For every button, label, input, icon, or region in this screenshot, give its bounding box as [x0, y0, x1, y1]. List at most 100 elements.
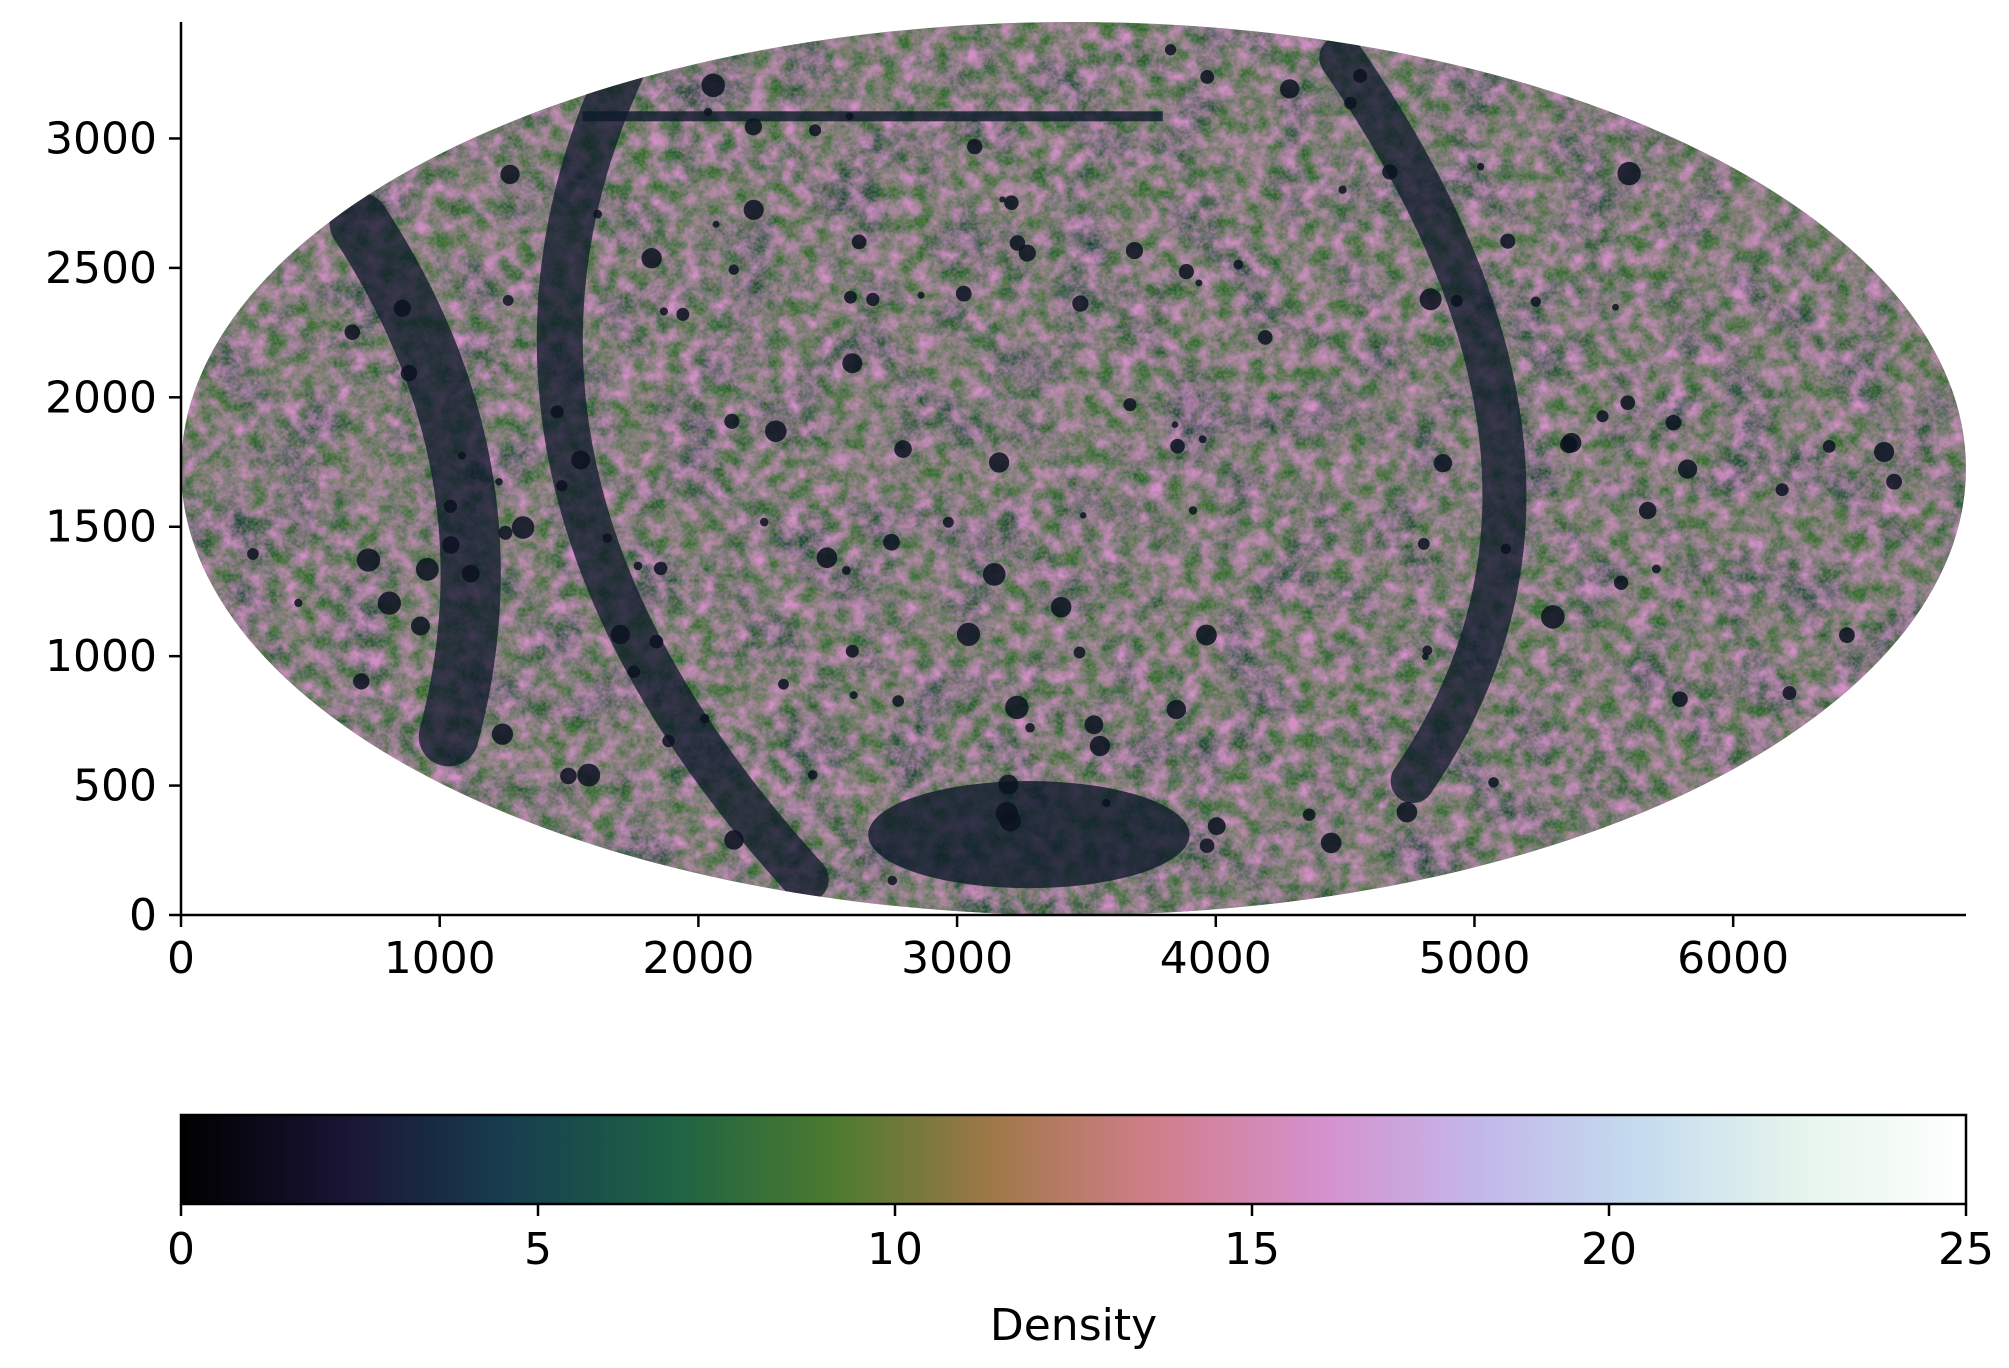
crater-dot — [894, 440, 912, 458]
crater-dot — [1084, 715, 1104, 735]
crater-dot — [809, 124, 822, 137]
colorbar-label: Density — [990, 1300, 1157, 1351]
colorbar: 0 5 10 15 20 25 Density — [167, 1113, 1994, 1351]
crater-dot — [845, 644, 859, 658]
crater-dot — [1596, 410, 1609, 423]
crater-dot — [1198, 435, 1207, 444]
y-tick-label: 500 — [73, 761, 157, 812]
crater-dot — [1233, 259, 1244, 270]
crater-dot — [1004, 195, 1019, 210]
crater-dot — [610, 624, 631, 645]
crater-dot — [701, 73, 725, 98]
crater-dot — [917, 291, 925, 299]
crater-dot — [1433, 454, 1453, 473]
crater-dot — [999, 196, 1006, 203]
dark-band-top — [582, 111, 1163, 122]
crater-dot — [560, 767, 577, 785]
crater-dot — [724, 830, 744, 850]
crater-dot — [247, 548, 259, 560]
y-tick-label: 3000 — [45, 113, 157, 164]
crater-dot — [1025, 723, 1035, 733]
crater-dot — [998, 774, 1019, 795]
crater-dot — [1170, 438, 1185, 454]
crater-dot — [988, 452, 1010, 473]
crater-dot — [759, 517, 769, 527]
crater-dot — [1422, 653, 1429, 661]
crater-dot — [1125, 241, 1144, 260]
y-tick-label: 0 — [129, 890, 157, 941]
crater-dot — [500, 164, 520, 185]
crater-dot — [1166, 699, 1187, 720]
colorbar-tick-label: 0 — [167, 1224, 195, 1275]
crater-dot — [1280, 79, 1300, 99]
crater-dot — [699, 713, 710, 724]
crater-dot — [1102, 798, 1111, 808]
dark-patch-bottom — [868, 781, 1190, 889]
x-tick-label: 1000 — [384, 933, 496, 984]
crater-dot — [1638, 501, 1657, 520]
crater-dot — [866, 292, 880, 307]
crater-dot — [1488, 777, 1499, 788]
crater-dot — [1651, 564, 1661, 574]
crater-dot — [556, 480, 568, 492]
crater-dot — [1620, 395, 1636, 410]
crater-dot — [1080, 512, 1087, 519]
x-tick-label: 5000 — [1418, 933, 1530, 984]
crater-dot — [649, 634, 664, 649]
crater-dot — [294, 598, 303, 608]
crater-dot — [550, 405, 564, 419]
crater-dot — [845, 112, 854, 121]
crater-dot — [641, 248, 662, 269]
crater-dot — [676, 307, 690, 321]
crater-dot — [1178, 264, 1194, 280]
crater-dot — [461, 564, 480, 583]
crater-dot — [1450, 294, 1463, 307]
dark-band-1 — [536, 34, 829, 903]
crater-dot — [410, 616, 430, 636]
colorbar-tick-label: 20 — [1581, 1224, 1637, 1275]
crater-dot — [653, 561, 668, 576]
crater-dot — [627, 665, 641, 679]
crater-dot — [1873, 441, 1895, 463]
crater-dot — [356, 548, 381, 572]
crater-dot — [344, 324, 361, 340]
crater-dot — [816, 547, 838, 569]
crater-dot — [724, 413, 740, 429]
crater-dot — [1540, 605, 1565, 629]
crater-dot — [1419, 288, 1442, 311]
crater-dot — [1530, 296, 1542, 307]
crater-dot — [495, 477, 503, 486]
crater-dot — [1073, 646, 1086, 659]
crater-dot — [1613, 575, 1629, 590]
crater-dot — [967, 138, 983, 155]
crater-dot — [491, 723, 514, 745]
crater-dot — [1417, 537, 1430, 550]
map-dark-bands — [247, 34, 1903, 903]
crater-dot — [1672, 691, 1688, 707]
crater-dot — [502, 294, 514, 306]
crater-dot — [1422, 645, 1433, 656]
crater-dot — [571, 450, 591, 470]
main-axes: 0 1000 2000 3000 4000 5000 6000 0 500 1000 1500 200… — [45, 22, 1966, 984]
crater-dot — [1320, 832, 1342, 854]
colorbar-tick-label: 25 — [1938, 1224, 1994, 1275]
x-tick-label: 3000 — [901, 933, 1013, 984]
crater-dot — [377, 591, 402, 615]
dark-band-2 — [1319, 35, 1527, 804]
crater-dot — [1476, 162, 1485, 171]
colorbar-tick-label: 15 — [1224, 1224, 1280, 1275]
crater-dot — [892, 695, 904, 707]
colorbar-tick-label: 5 — [524, 1224, 552, 1275]
crater-dot — [1839, 627, 1855, 644]
crater-dot — [400, 365, 418, 382]
crater-dot — [1123, 398, 1137, 412]
crater-dot — [1072, 295, 1089, 312]
crater-dot — [1089, 735, 1111, 757]
crater-dot — [1500, 543, 1512, 555]
crater-dot — [633, 561, 643, 571]
crater-dot — [1665, 414, 1682, 431]
crater-dot — [1171, 421, 1179, 429]
crater-dot — [1207, 817, 1226, 836]
crater-dot — [1560, 435, 1578, 454]
